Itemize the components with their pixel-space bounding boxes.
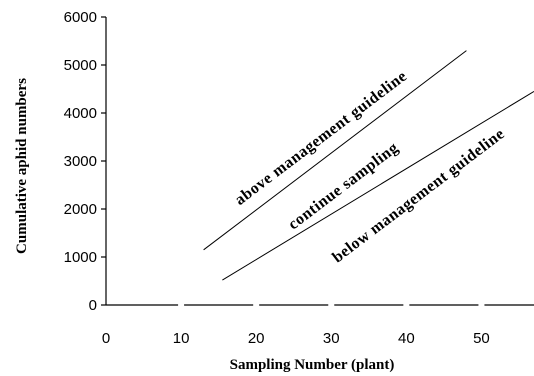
series-line-1 (203, 50, 467, 251)
x-tick-label: 30 (323, 330, 340, 347)
y-tick-label: 0 (89, 297, 97, 314)
x-tick-label: 50 (473, 330, 490, 347)
y-axis-title: Cumulative aphid numbers (14, 78, 30, 254)
x-axis: 0 10 20 30 40 50 (102, 304, 534, 347)
y-tick-label: 2000 (64, 201, 97, 218)
y-tick-label: 6000 (64, 9, 97, 26)
x-tick-label: 40 (398, 330, 415, 347)
x-tick-label: 0 (102, 330, 110, 347)
series-lines (203, 50, 534, 281)
y-tick-label: 1000 (64, 249, 97, 266)
x-tick-label: 20 (248, 330, 265, 347)
series-line-2 (222, 90, 534, 281)
y-axis: 0 1000 2000 3000 4000 5000 6000 (64, 9, 107, 314)
y-tick-label: 5000 (64, 57, 97, 74)
annotation-label: above management guideline (232, 68, 411, 209)
x-axis-title: Sampling Number (plant) (230, 357, 395, 373)
annotation-label: below management guideline (329, 125, 508, 266)
y-tick-label: 3000 (64, 153, 97, 170)
x-tick-label: 10 (173, 330, 190, 347)
y-tick-label: 4000 (64, 105, 97, 122)
